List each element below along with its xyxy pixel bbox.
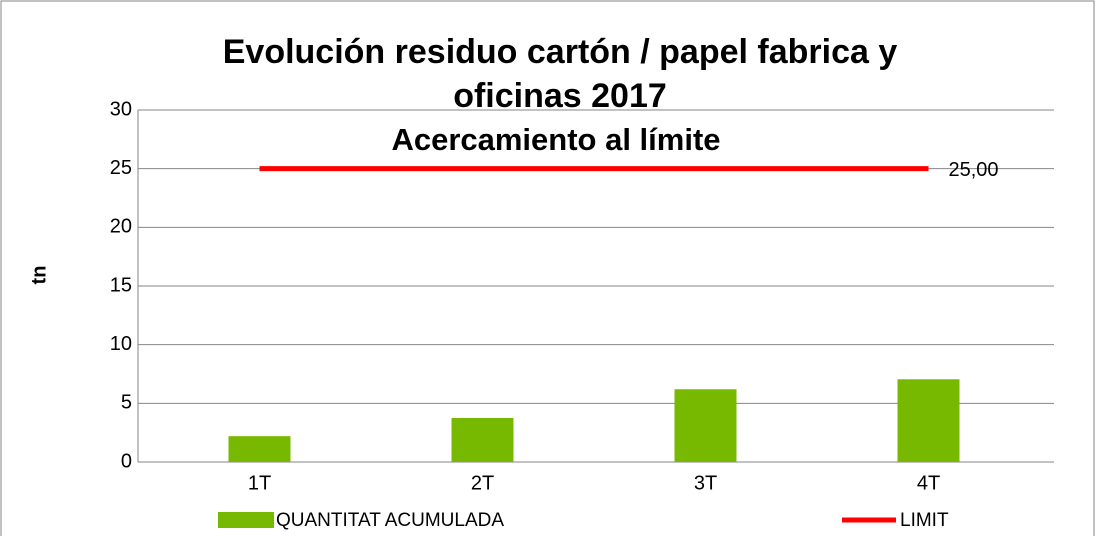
bar [897,379,960,462]
chart-title: Evolución residuo cartón / papel fabrica… [222,33,898,115]
x-tick-label: 4T [917,472,940,494]
x-tick-label: 2T [471,472,494,494]
y-tick-label: 30 [110,98,132,120]
legend-label: QUANTITAT ACUMULADA [276,510,504,531]
y-tick-label: 25 [110,157,132,179]
x-tick-label: 1T [248,472,271,494]
legend-label: LIMIT [900,510,949,531]
bar [451,418,514,462]
y-tick-label: 10 [110,333,132,355]
bar [228,436,291,462]
y-tick-label: 15 [110,274,132,296]
y-axis-label: tn [28,266,50,285]
data-label: 25,00 [949,159,999,181]
x-tick-label: 3T [694,472,717,494]
chart-subtitle: Acercamiento al límite [391,122,721,157]
y-tick-label: 20 [110,216,132,238]
bar [674,389,737,462]
legend-swatch [218,512,274,528]
y-tick-label: 5 [121,392,132,414]
y-tick-label: 0 [121,450,132,472]
